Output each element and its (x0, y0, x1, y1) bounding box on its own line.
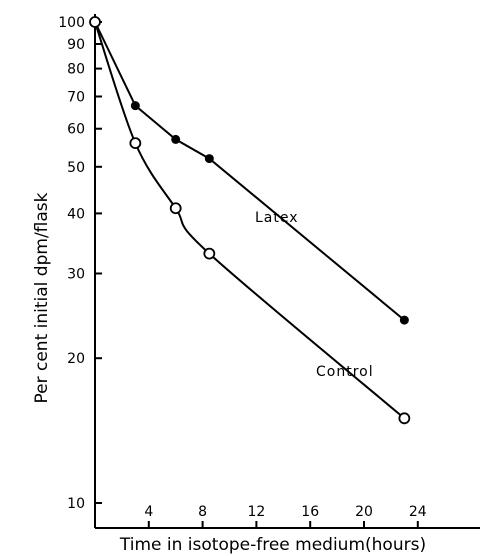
x-tick-label: 24 (409, 504, 427, 520)
control-data-point (398, 412, 411, 425)
y-tick-label: 90 (67, 37, 85, 53)
y-tick-label: 70 (67, 90, 85, 106)
axes (94, 14, 480, 529)
latex-series-line (94, 21, 405, 321)
y-tick-label: 40 (67, 206, 85, 222)
x-tick-label: 12 (247, 504, 265, 520)
latex-data-point (399, 315, 409, 325)
control-series-line (94, 21, 405, 420)
latex-data-point (171, 134, 181, 144)
y-tick-label: 60 (67, 122, 85, 138)
series-labels: Latex Control (255, 210, 374, 380)
y-tick-label: 100 (58, 15, 85, 31)
control-data-point (89, 16, 101, 28)
x-tick-label: 8 (198, 504, 207, 520)
x-axis-title: Time in isotope-free medium(hours) (119, 535, 426, 555)
y-tick-label: 10 (67, 496, 85, 512)
control-data-point (129, 137, 142, 150)
y-axis-title: Per cent initial dpm/flask (32, 192, 52, 403)
latex-data-point (204, 154, 214, 164)
x-axis-ticks: 4 8 12 16 20 24 (144, 504, 427, 528)
latex-data-point (130, 101, 140, 111)
series-lines (94, 21, 405, 420)
control-data-point (169, 202, 182, 215)
latex-series-label: Latex (255, 210, 299, 226)
x-tick-label: 4 (144, 504, 153, 520)
y-tick-label: 50 (67, 160, 85, 176)
control-data-point (203, 247, 216, 260)
control-series-label: Control (316, 364, 374, 380)
y-tick-label: 30 (67, 267, 85, 283)
x-tick-label: 16 (301, 504, 319, 520)
y-tick-label: 20 (67, 351, 85, 367)
series-points (89, 16, 411, 425)
x-tick-label: 20 (355, 504, 373, 520)
y-axis-ticks: 10 20 30 40 50 60 70 80 90 100 (58, 15, 102, 512)
y-tick-label: 80 (67, 62, 85, 78)
